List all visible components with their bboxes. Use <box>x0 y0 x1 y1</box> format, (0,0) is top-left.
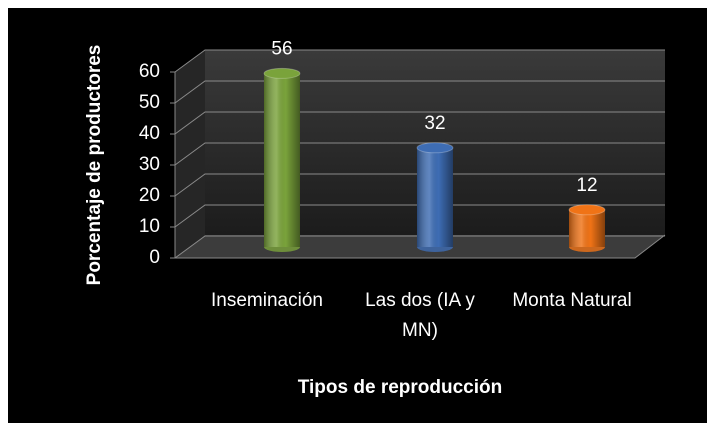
x-axis-title: Tipos de reproducción <box>298 377 502 398</box>
y-axis-title: Porcentaje de productores <box>84 45 105 286</box>
y-tick-label: 30 <box>139 154 160 175</box>
bar-shade <box>417 147 453 247</box>
y-tick-label: 20 <box>139 185 160 206</box>
y-tick-label: 50 <box>139 92 160 113</box>
grid-line <box>174 235 665 259</box>
y-tick-label: 40 <box>139 123 160 144</box>
grid-line <box>174 111 665 135</box>
x-tick-label: Las dos (IA y MN) <box>365 290 475 341</box>
cylinder-top <box>568 204 606 216</box>
cylinder-top <box>416 142 454 154</box>
x-axis <box>175 234 666 259</box>
grid-line <box>174 80 665 104</box>
bar-shade <box>264 73 300 248</box>
grid-line <box>174 49 665 73</box>
y-tick-label: 10 <box>139 216 160 237</box>
x-tick-label: Inseminación <box>211 290 323 311</box>
data-label: 32 <box>424 113 445 134</box>
data-label: 12 <box>576 175 597 196</box>
bar-shade <box>569 209 605 247</box>
data-label: 56 <box>271 38 292 59</box>
grid-line <box>174 173 665 197</box>
cylinder-top <box>263 67 301 79</box>
grid-line <box>174 204 665 228</box>
y-tick-label: 60 <box>139 61 160 82</box>
grid-line <box>174 142 665 166</box>
x-tick-label: Monta Natural <box>512 290 632 311</box>
y-tick-label: 0 <box>149 247 160 268</box>
